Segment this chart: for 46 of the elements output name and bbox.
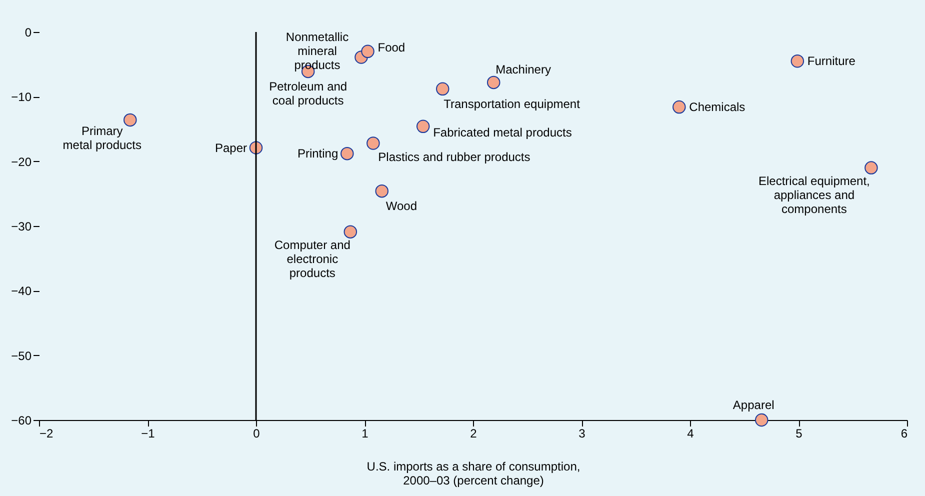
- annotation: Furniture: [807, 54, 856, 68]
- annotation: Wood: [386, 199, 417, 214]
- y-tick-label: −30: [11, 220, 32, 234]
- annotation: Transportation equipment: [444, 96, 581, 111]
- annotation: Machinery: [496, 62, 551, 76]
- y-tick-label: −40: [11, 284, 32, 298]
- point: [486, 76, 500, 90]
- y-tick-label: −50: [11, 348, 32, 363]
- annotation: Primary metal products: [62, 124, 142, 152]
- point: [340, 146, 354, 160]
- x-tick-label: 0: [253, 426, 260, 440]
- annotation: Plastics and rubber products: [378, 150, 530, 164]
- point: [416, 120, 430, 134]
- annotation: Printing: [297, 146, 338, 161]
- annotation: Petroleum and coal products: [269, 79, 348, 108]
- y-tick-label: −60: [11, 414, 32, 428]
- annotation: Food: [378, 40, 406, 54]
- point: [672, 100, 686, 114]
- point: [436, 82, 450, 96]
- point: [375, 184, 388, 198]
- annotation: Nonmetallic mineral products: [286, 30, 349, 72]
- point: [124, 113, 137, 127]
- annotation: Electrical equipment, appliances and components: [758, 174, 870, 216]
- point: [754, 413, 768, 427]
- point: [864, 161, 878, 174]
- y-tick-label: 0: [24, 26, 32, 40]
- x-tick-label: 1: [362, 426, 369, 440]
- x-tick-label: 4: [687, 426, 694, 440]
- point: [790, 54, 804, 68]
- point: [366, 136, 380, 150]
- annotation: Chemicals: [689, 100, 746, 114]
- x-tick-label: 5: [796, 426, 803, 440]
- y-tick-label: −20: [11, 154, 32, 169]
- x-tick-label: −1: [141, 426, 156, 440]
- x-tick-label: 6: [900, 426, 908, 440]
- x-tick-label: 3: [578, 426, 586, 440]
- annotation: Fabricated metal products: [433, 125, 572, 140]
- annotation: Computer and electronic products: [274, 238, 350, 280]
- x-axis-title: U.S. imports as a share of consumption, 2000–03 (percent change): [366, 460, 580, 488]
- point: [344, 225, 358, 238]
- point: [361, 44, 374, 58]
- x-tick-label: −2: [40, 426, 54, 440]
- x-tick-label: 2: [470, 426, 478, 440]
- annotation: Apparel: [732, 398, 774, 412]
- y-tick-label: −10: [11, 90, 32, 104]
- annotation: Paper: [214, 140, 247, 155]
